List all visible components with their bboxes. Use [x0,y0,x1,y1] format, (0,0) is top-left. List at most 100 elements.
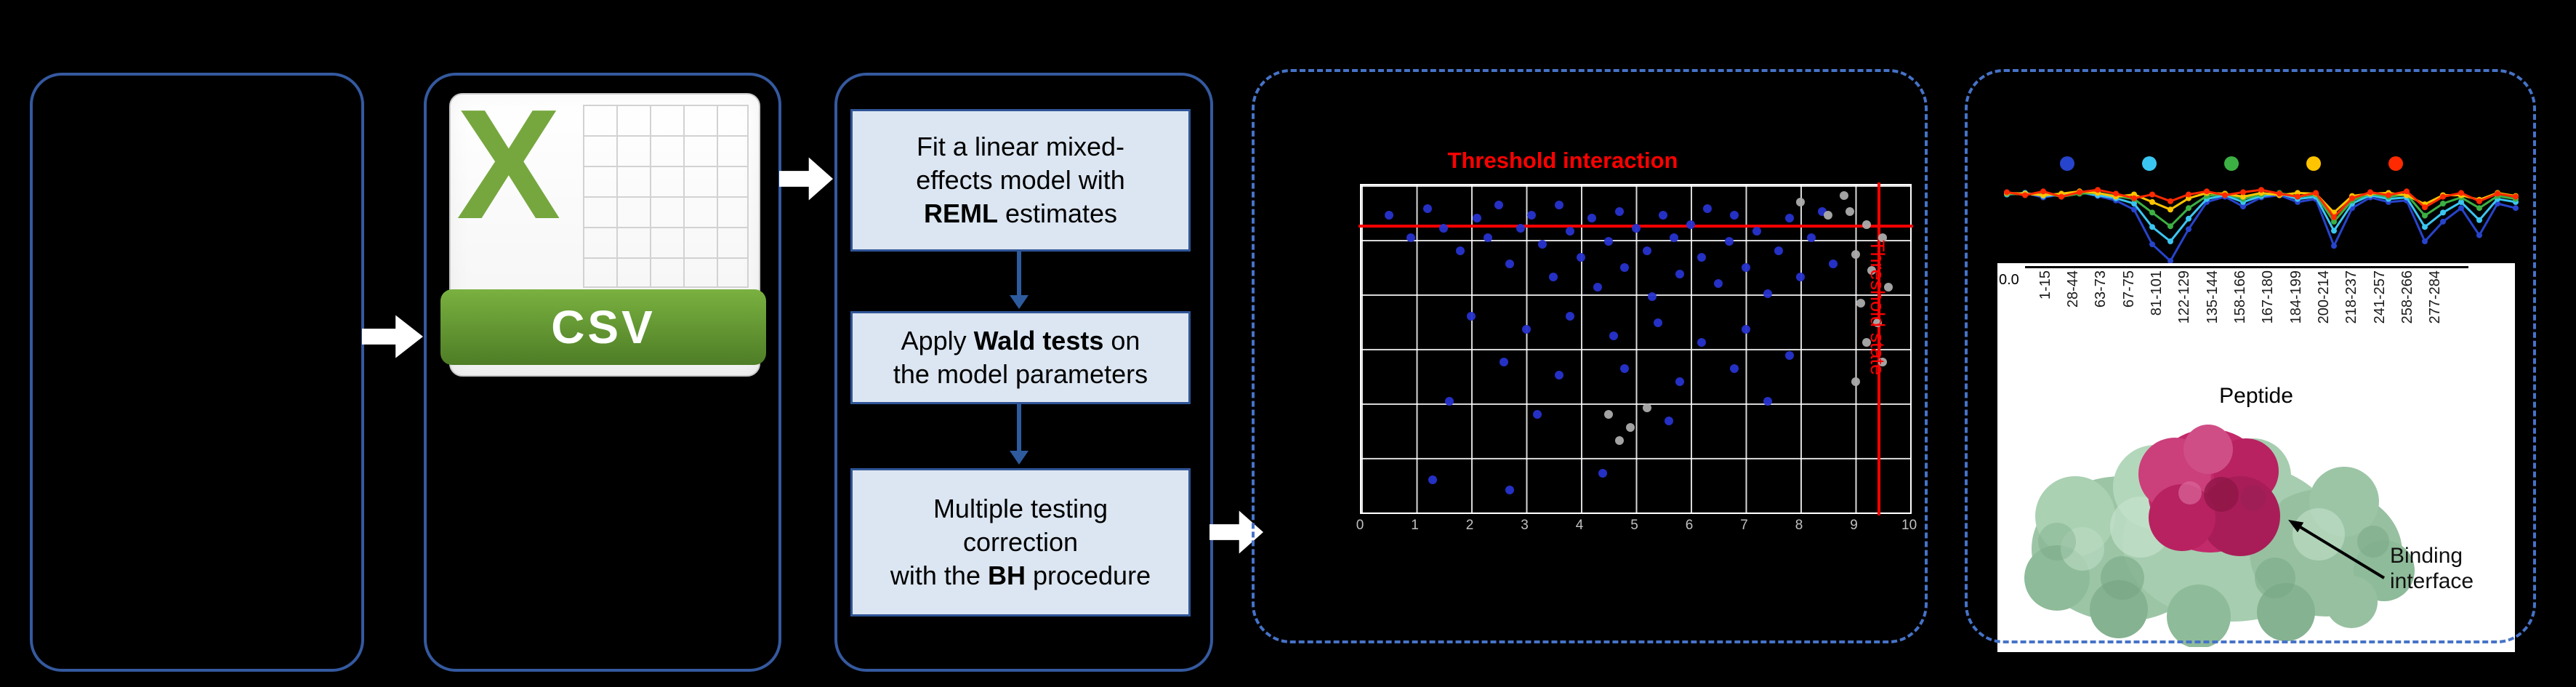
scatter-point [1697,338,1707,347]
scatter-point [1730,210,1739,220]
uptake-marker [2277,190,2282,197]
step-text-segment: REML [923,198,998,229]
scatter-point [1516,223,1525,233]
scatter-point [1609,332,1619,340]
scatter-point [1664,417,1673,425]
experiment-panel [30,73,364,672]
uptake-marker [2331,243,2337,249]
uptake-marker [2313,190,2319,196]
x-tick-label: 6 [1685,518,1694,533]
scatter-point [1823,210,1832,220]
scatter-point [1603,236,1613,246]
scatter-point [1686,220,1695,229]
scatter-point [1878,358,1888,366]
scatter-point [1752,227,1761,236]
scatter-point [1565,227,1574,236]
scatter-point [1851,377,1860,386]
pipeline-step-2-text: Apply Wald tests on the model parameters [893,324,1148,391]
scatter-points [1361,185,1910,513]
scatter-point [1554,371,1563,379]
uptake-marker [2004,189,2010,196]
uptake-marker [2422,238,2428,244]
uptake-marker [2077,189,2082,196]
step-text-segment: estimates [997,198,1118,229]
uptake-marker [2458,205,2464,212]
uptake-marker [2168,198,2173,204]
peptide-tick: 122-129 [2176,270,2193,324]
uptake-marker [2149,191,2155,198]
uptake-marker [2476,205,2482,212]
uptake-marker [2149,224,2155,230]
scatter-point [1593,282,1602,292]
pipeline-panel [834,73,1213,672]
step-text-segment: Multiple testing correction with the [890,493,1108,591]
scatter-point [1577,253,1585,262]
binding-interface-label: Binding interface [2390,544,2474,593]
scatter-point [1631,223,1641,233]
state-legend [2060,156,2403,171]
uptake-line [2006,190,2516,263]
step-text-segment: Fit a linear mixed- effects model with [916,131,1125,195]
step-arrow-1-stem [1017,252,1021,295]
uptake-chart-svg [2004,187,2519,264]
pipeline-step-1-text: Fit a linear mixed- effects model with R… [916,130,1124,230]
scatter-point [1494,201,1503,209]
step-text-segment: on the model parameters [893,325,1148,389]
protein-structure [2024,425,2415,647]
scatter-x-ticks: 0 1 2 3 4 5 6 7 8 9 10 [1353,518,1917,534]
uptake-marker [2386,192,2391,198]
scatter-point [1741,262,1750,272]
scatter-point [1861,220,1871,229]
uptake-marker [2149,209,2155,216]
peptide-tick: 135-144 [2204,270,2221,324]
peptide-tick-labels: 1-15 28-44 63-73 67-75 81-101 122-129 135-144 1… [2032,270,2450,390]
scatter-point [1724,236,1734,246]
peptide-tick: 28-44 [2064,270,2081,308]
peptide-tick: 167-180 [2260,270,2277,324]
scatter-point [1829,260,1838,268]
legend-dot [2224,156,2239,171]
csv-banner: CSV [440,289,766,365]
threshold-interaction-label: Threshold interaction [1447,148,1678,173]
scatter-point [1784,351,1794,360]
uptake-marker [2440,209,2446,216]
peptide-axis-line [2025,266,2468,268]
scatter-point [1620,262,1630,272]
step-arrow-2-stem [1017,404,1021,451]
peptide-tick: 241-257 [2371,270,2388,324]
scatter-point [1763,289,1772,298]
uptake-marker [2331,214,2337,220]
x-tick-label: 8 [1795,518,1803,533]
scatter-point [1878,233,1888,242]
uptake-marker [2168,238,2173,244]
uptake-marker [2131,201,2137,206]
scatter-point [1625,423,1635,432]
step-text-segment: Apply [901,325,974,355]
scatter-point [1856,299,1866,308]
uptake-marker [2422,212,2428,219]
x-tick-label: 7 [1740,518,1748,533]
legend-dot [2142,156,2157,171]
scatter-point [1521,325,1531,334]
uptake-marker [2240,189,2246,196]
uptake-ytick-label: 0.0 [1999,272,2019,288]
uptake-marker [2440,218,2446,225]
legend-dot [2060,156,2074,171]
uptake-marker [2168,223,2173,230]
step-text-segment: procedure [1025,561,1151,591]
peptide-axis-label: Peptide [2219,384,2293,408]
peptide-tick: 1-15 [2037,270,2053,300]
uptake-marker [2513,193,2519,200]
flow-arrow-2 [779,157,833,201]
scatter-point [1598,469,1608,478]
scatter-point [1675,377,1684,386]
uptake-marker [2440,193,2446,200]
x-tick-label: 2 [1465,518,1474,533]
scatter-point [1642,403,1651,412]
scatter-point [1872,318,1882,327]
uptake-marker [2113,190,2119,197]
x-tick-label: 5 [1630,518,1638,533]
scatter-point [1439,223,1449,233]
excel-x-logo-icon: X [456,76,561,252]
